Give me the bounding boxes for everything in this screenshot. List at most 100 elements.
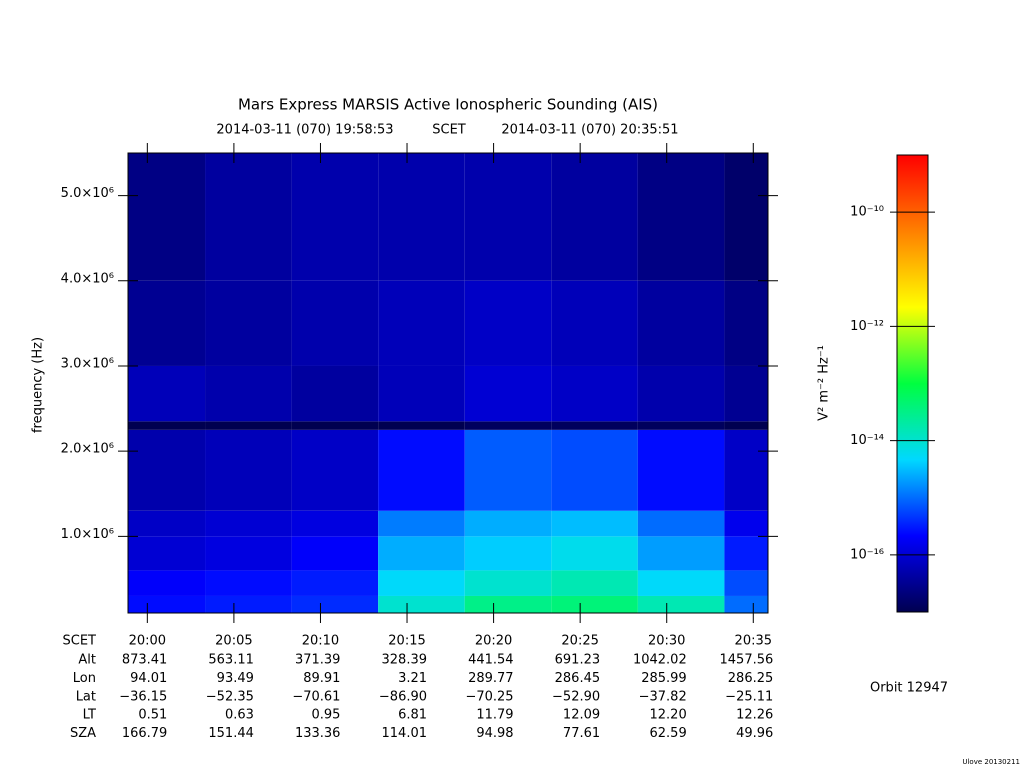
heat-cell [378,429,465,511]
ephemeris-value: −70.61 [292,689,340,704]
heat-cell [637,153,725,281]
y-tick-label: 2.0×10⁶ [61,442,114,457]
ephemeris-label: Alt [78,653,96,668]
heat-cell [464,429,552,511]
heat-cell [637,570,725,596]
x-tick-label: 20:00 [129,634,166,649]
ephemeris-value: 6.81 [398,708,427,723]
ephemeris-label: Lat [76,689,96,704]
heatmap [128,153,768,613]
ephemeris-value: 94.01 [130,671,167,686]
ephemeris-value: 286.25 [728,671,774,686]
ephemeris-value: 285.99 [641,671,687,686]
ephemeris-value: 873.41 [122,653,168,668]
heat-cell [291,429,379,511]
ephemeris-value: 12.20 [650,708,687,723]
heat-cell [128,570,206,596]
heat-cell [291,153,379,281]
heat-cell [551,365,638,422]
heat-cell [464,595,552,613]
y-axis-label: frequency (Hz) [31,337,46,433]
heat-cell [291,570,379,596]
heat-cell [128,153,206,281]
colorbar-tick-label: 10⁻¹⁴ [850,433,884,448]
heat-cell [378,570,465,596]
ephemeris-label: SZA [70,726,96,741]
heat-cell [637,429,725,511]
ephemeris-value: 166.79 [122,726,168,741]
heat-cell [724,280,768,366]
ephemeris-value: −25.11 [725,689,773,704]
heat-cell [128,421,206,430]
heat-cell [551,280,638,366]
heat-cell [724,510,768,537]
footer: Ulove 20130211 [962,758,1020,766]
heat-cell [464,421,552,430]
heat-cell [551,595,638,613]
ephemeris-value: 441.54 [468,653,514,668]
ephemeris-value: 691.23 [555,653,601,668]
y-tick-label: 1.0×10⁶ [61,527,114,542]
heat-cell [378,536,465,571]
heat-cell [205,595,292,613]
ephemeris-value: 94.98 [476,726,513,741]
x-tick-label: 20:30 [648,634,685,649]
x-tick-label: 20:10 [302,634,339,649]
ephemeris-value: 93.49 [217,671,254,686]
ephemeris-value: 77.61 [563,726,600,741]
plot-frame [127,152,769,614]
ephemeris-value: 114.01 [382,726,428,741]
heat-cell [128,280,206,366]
ephemeris-value: 133.36 [295,726,341,741]
heat-cell [291,280,379,366]
heat-cell [205,429,292,511]
heat-cell [128,536,206,571]
heat-cell [551,429,638,511]
ephemeris-value: −86.90 [379,689,427,704]
ephemeris-value: 563.11 [208,653,254,668]
colorbar-label: V² m⁻² Hz⁻¹ [817,345,832,421]
end-time: 2014-03-11 (070) 20:35:51 [501,123,678,138]
heat-cell [378,421,465,430]
heat-cell [724,429,768,511]
ephemeris-value: 0.51 [138,708,167,723]
heat-cell [128,510,206,537]
ephemeris-value: 49.96 [736,726,773,741]
heat-cell [551,570,638,596]
ephemeris-value: 0.63 [225,708,254,723]
heat-cell [637,536,725,571]
heat-cell [205,536,292,571]
heat-cell [464,536,552,571]
heat-cell [464,570,552,596]
heat-cell [464,280,552,366]
ephemeris-value: 1457.56 [720,653,774,668]
heat-cell [724,153,768,281]
heat-cell [378,153,465,281]
heat-cell [724,365,768,422]
ephemeris-value: −37.82 [639,689,687,704]
x-tick-label: 20:25 [561,634,598,649]
chart-title: Mars Express MARSIS Active Ionospheric S… [238,96,658,114]
heat-cell [378,510,465,537]
heat-cell [205,153,292,281]
x-tick-label: 20:05 [215,634,252,649]
heat-cell [637,365,725,422]
heat-cell [464,365,552,422]
ephemeris-value: 289.77 [468,671,514,686]
ephemeris-value: 89.91 [303,671,340,686]
heat-cell [551,153,638,281]
heat-cell [724,595,768,613]
heat-cell [637,280,725,366]
heat-cell [724,421,768,430]
heat-cell [464,153,552,281]
heat-cell [205,280,292,366]
heat-cell [637,510,725,537]
heat-cell [205,421,292,430]
heat-cell [128,365,206,422]
ephemeris-value: 151.44 [208,726,254,741]
colorbar-tick-label: 10⁻¹² [850,319,884,334]
time-system: SCET [432,123,466,138]
ephemeris-value: 11.79 [476,708,513,723]
ephemeris-value: 12.26 [736,708,773,723]
